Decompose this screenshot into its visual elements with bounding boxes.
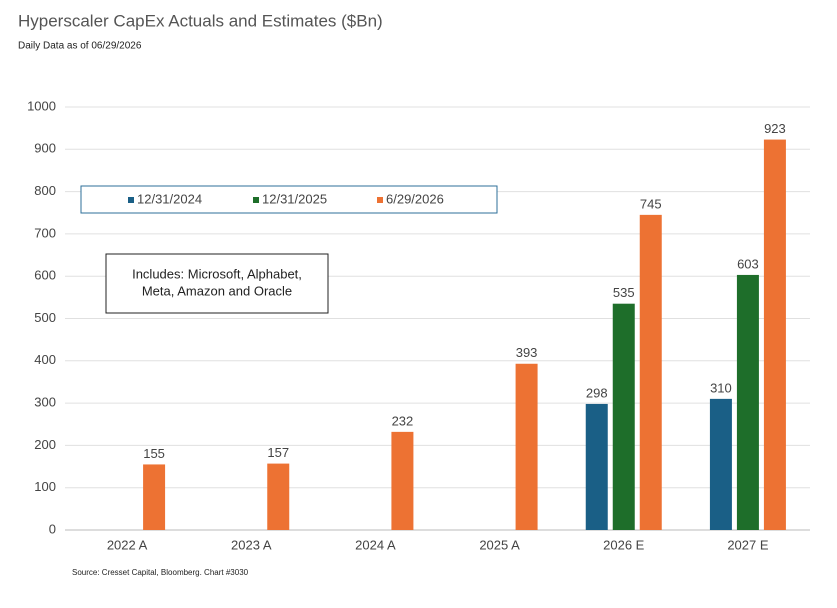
- y-tick-label: 400: [34, 352, 56, 367]
- data-label: 745: [640, 196, 662, 211]
- chart-title: Hyperscaler CapEx Actuals and Estimates …: [18, 11, 383, 30]
- legend-box: [80, 185, 498, 214]
- y-tick-label: 300: [34, 395, 56, 410]
- x-tick-label: 2026 E: [603, 537, 645, 552]
- legend-swatch: [128, 197, 134, 203]
- annotation-box: [105, 253, 329, 314]
- bar: [143, 464, 166, 530]
- annotation-text: Includes: Microsoft, Alphabet,: [132, 266, 302, 281]
- bar: [515, 363, 538, 530]
- y-tick-label: 200: [34, 437, 56, 452]
- x-tick-label: 2024 A: [355, 537, 396, 552]
- bar: [267, 463, 290, 530]
- y-tick-label: 800: [34, 183, 56, 198]
- y-tick-label: 700: [34, 225, 56, 240]
- data-label: 923: [764, 121, 786, 136]
- y-tick-label: 100: [34, 479, 56, 494]
- chart-subtitle: Daily Data as of 06/29/2026: [18, 41, 142, 52]
- legend-label: 6/29/2026: [386, 191, 444, 206]
- data-label: 603: [737, 256, 759, 271]
- bar: [585, 403, 608, 530]
- x-tick-label: 2023 A: [231, 537, 272, 552]
- bar: [736, 274, 759, 530]
- legend-label: 12/31/2025: [262, 191, 327, 206]
- data-label: 535: [613, 285, 635, 300]
- bar: [639, 214, 662, 531]
- data-label: 157: [267, 445, 289, 460]
- bar: [709, 398, 732, 530]
- source-note: Source: Cresset Capital, Bloomberg. Char…: [72, 568, 249, 577]
- bar: [612, 303, 635, 530]
- data-label: 310: [710, 380, 732, 395]
- bar: [391, 431, 414, 530]
- y-tick-label: 1000: [27, 98, 56, 113]
- data-label: 298: [586, 385, 608, 400]
- data-label: 155: [143, 446, 165, 461]
- y-tick-label: 0: [49, 521, 56, 536]
- data-label: 232: [392, 413, 414, 428]
- legend-swatch: [253, 197, 259, 203]
- y-tick-label: 500: [34, 310, 56, 325]
- y-tick-label: 600: [34, 268, 56, 283]
- x-tick-label: 2027 E: [727, 537, 769, 552]
- x-tick-label: 2022 A: [107, 537, 148, 552]
- bar: [763, 139, 786, 531]
- data-label: 393: [516, 345, 538, 360]
- legend-label: 12/31/2024: [137, 191, 202, 206]
- annotation-text: Meta, Amazon and Oracle: [142, 283, 292, 298]
- x-tick-label: 2025 A: [479, 537, 520, 552]
- legend-swatch: [377, 197, 383, 203]
- y-tick-label: 900: [34, 141, 56, 156]
